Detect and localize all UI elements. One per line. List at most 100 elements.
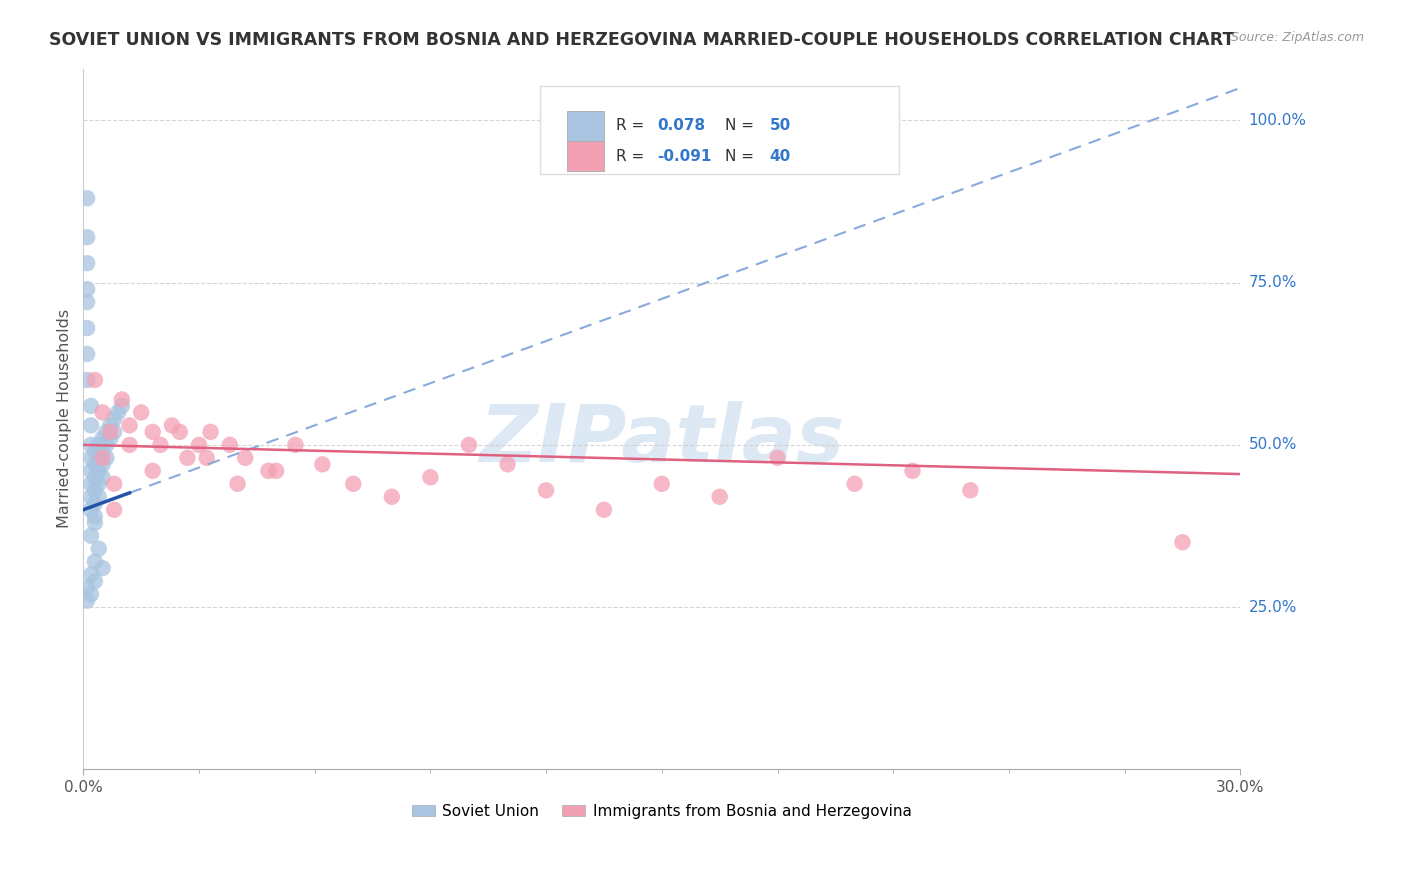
Point xyxy=(160,418,183,433)
Point xyxy=(419,470,441,484)
Point xyxy=(142,425,165,439)
Text: R =: R = xyxy=(616,119,648,133)
Point xyxy=(200,425,222,439)
Point xyxy=(98,425,121,439)
Point xyxy=(80,502,103,516)
FancyBboxPatch shape xyxy=(567,141,605,170)
Point xyxy=(80,529,103,543)
Point xyxy=(83,470,105,484)
Point xyxy=(76,256,98,270)
Point xyxy=(111,399,134,413)
Point xyxy=(195,450,218,465)
Point xyxy=(83,516,105,530)
Point xyxy=(1171,535,1194,549)
Point xyxy=(257,464,280,478)
Point xyxy=(76,373,98,387)
Point xyxy=(959,483,981,498)
Text: SOVIET UNION VS IMMIGRANTS FROM BOSNIA AND HERZEGOVINA MARRIED-COUPLE HOUSEHOLDS: SOVIET UNION VS IMMIGRANTS FROM BOSNIA A… xyxy=(49,31,1234,49)
Point xyxy=(176,450,198,465)
Point xyxy=(91,405,114,419)
Point xyxy=(76,593,98,607)
Point xyxy=(233,450,256,465)
Point xyxy=(766,450,789,465)
Point xyxy=(342,476,364,491)
Text: 100.0%: 100.0% xyxy=(1249,113,1306,128)
Point xyxy=(496,458,519,472)
Point xyxy=(76,581,98,595)
Point xyxy=(91,561,114,575)
Text: R =: R = xyxy=(616,149,648,163)
Legend: Soviet Union, Immigrants from Bosnia and Herzegovina: Soviet Union, Immigrants from Bosnia and… xyxy=(406,797,918,825)
Point xyxy=(107,405,129,419)
Point xyxy=(98,431,121,445)
Point xyxy=(381,490,404,504)
Point xyxy=(83,444,105,458)
Point xyxy=(651,476,673,491)
Point xyxy=(87,541,110,556)
Point xyxy=(129,405,152,419)
Text: 50.0%: 50.0% xyxy=(1249,437,1296,452)
Point xyxy=(91,470,114,484)
Text: 0.078: 0.078 xyxy=(657,119,706,133)
Point xyxy=(80,438,103,452)
Point xyxy=(142,464,165,478)
Point xyxy=(118,438,141,452)
Point xyxy=(103,502,125,516)
Point xyxy=(709,490,731,504)
Point xyxy=(264,464,287,478)
FancyBboxPatch shape xyxy=(540,86,898,174)
Point xyxy=(149,438,172,452)
Point xyxy=(87,490,110,504)
Point xyxy=(87,438,110,452)
Text: -0.091: -0.091 xyxy=(657,149,711,163)
Point xyxy=(311,458,333,472)
Text: 75.0%: 75.0% xyxy=(1249,275,1296,290)
Point xyxy=(87,464,110,478)
Text: N =: N = xyxy=(725,149,759,163)
Point xyxy=(91,458,114,472)
Point xyxy=(111,392,134,407)
Text: ZIPatlas: ZIPatlas xyxy=(479,401,844,479)
Point xyxy=(226,476,249,491)
Point xyxy=(76,191,98,205)
Text: 40: 40 xyxy=(769,149,790,163)
Point xyxy=(87,450,110,465)
Point xyxy=(534,483,557,498)
Point xyxy=(80,587,103,601)
Point xyxy=(91,444,114,458)
Point xyxy=(91,450,114,465)
Point xyxy=(91,431,114,445)
Point xyxy=(83,574,105,588)
Text: 25.0%: 25.0% xyxy=(1249,599,1296,615)
Text: Source: ZipAtlas.com: Source: ZipAtlas.com xyxy=(1230,31,1364,45)
Text: N =: N = xyxy=(725,119,759,133)
Point xyxy=(118,418,141,433)
Point xyxy=(80,490,103,504)
FancyBboxPatch shape xyxy=(567,112,605,141)
Point xyxy=(83,483,105,498)
Point xyxy=(83,555,105,569)
Point xyxy=(188,438,211,452)
Point xyxy=(103,412,125,426)
Point xyxy=(83,509,105,524)
Point xyxy=(96,450,118,465)
Point xyxy=(76,230,98,244)
Point xyxy=(96,438,118,452)
Point xyxy=(83,373,105,387)
Point xyxy=(844,476,866,491)
Point xyxy=(76,347,98,361)
Point xyxy=(169,425,191,439)
Point xyxy=(76,295,98,310)
Point xyxy=(87,476,110,491)
Point xyxy=(76,282,98,296)
Text: 50: 50 xyxy=(769,119,790,133)
Y-axis label: Married-couple Households: Married-couple Households xyxy=(58,310,72,528)
Point xyxy=(96,425,118,439)
Point xyxy=(80,418,103,433)
Point xyxy=(103,425,125,439)
Point xyxy=(103,476,125,491)
Point xyxy=(80,450,103,465)
Point xyxy=(593,502,616,516)
Point xyxy=(80,464,103,478)
Point xyxy=(458,438,481,452)
